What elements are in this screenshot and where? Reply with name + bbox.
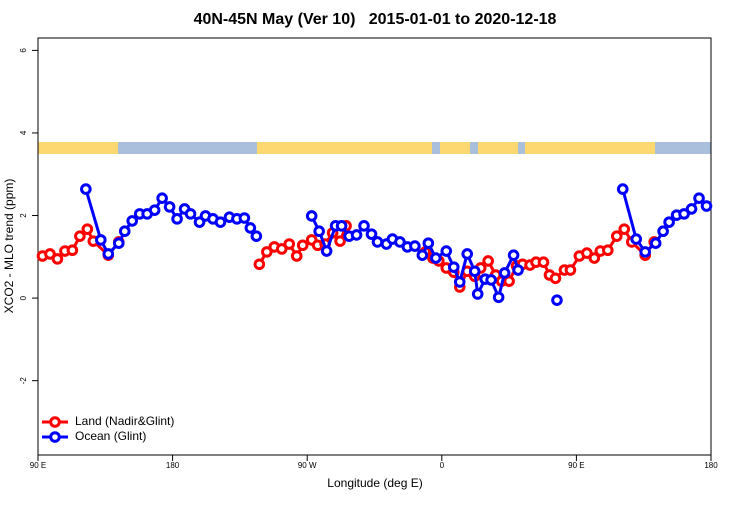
data-point [313,225,325,238]
data-point [503,275,515,287]
data-point [66,244,79,257]
data-point [81,223,94,235]
data-point [700,200,713,212]
chart-title: 40N-45N May (Ver 10) 2015-01-01 to 2020-… [194,11,557,28]
data-point [581,247,593,259]
data-point [112,237,125,249]
data-point [512,264,524,276]
data-point [549,272,562,285]
y-tick-label: 2 [19,213,28,218]
data-point [649,237,662,249]
data-point [409,240,421,252]
data-point [616,183,629,195]
data-point [422,237,435,249]
data-point [663,216,675,228]
x-tick-label: 0 [440,461,445,470]
data-point [214,216,227,228]
data-point [468,265,481,278]
x-tick-label: 180 [704,461,718,470]
data-point [126,215,139,227]
data-point [440,245,453,257]
data-point [693,192,705,204]
data-point [156,192,168,204]
data-point [685,203,698,215]
data-point [95,234,107,246]
data-point [102,248,115,260]
data-point [51,253,64,265]
land-band [525,142,655,154]
land-ocean-strip [38,142,711,154]
y-axis-label: XCO2 - MLO trend (ppm) [2,179,16,314]
x-tick-label: 90 E [568,461,584,470]
y-tick-label: -2 [19,377,28,385]
x-tick-label: 90 W [298,461,317,470]
legend-label: Ocean (Glint) [75,429,146,443]
data-point [394,236,406,248]
y-tick-label: 4 [19,130,28,135]
data-point [261,246,273,258]
data-point [250,230,263,242]
data-point [639,246,651,258]
data-point [184,208,197,220]
plot-frame [37,37,712,456]
data-point [296,239,309,252]
data-point [371,236,384,248]
land-band [478,142,518,154]
data-point [564,264,577,276]
data-point [118,225,131,238]
data-point [657,225,669,238]
data-point [358,220,370,232]
data-point [507,249,520,261]
data-point [678,208,690,220]
data-point [171,213,183,225]
data-point [485,274,497,286]
data-point [334,235,346,247]
data-point [305,210,318,222]
data-point [430,252,442,264]
data-point [244,222,257,234]
data-point [610,230,623,242]
data-point [290,250,303,262]
data-point [44,248,56,260]
legend-label: Land (Nadir&Glint) [75,414,174,428]
data-point [551,294,563,306]
land-band [38,142,118,154]
data-point [148,204,161,216]
data-point [320,245,333,257]
legend-marker [49,416,61,428]
data-point [80,183,92,195]
data-point [283,238,296,250]
x-axis-label: Longitude (deg E) [327,476,422,490]
data-point [602,244,614,257]
data-point [588,252,601,264]
y-tick-label: 0 [19,295,28,300]
data-point [537,256,550,268]
data-point [335,220,348,232]
data-point [482,255,494,267]
data-point [471,288,484,300]
data-point [275,243,288,255]
legend-marker [49,431,61,443]
data-point [416,249,429,261]
data-point [350,229,363,241]
x-tick-label: 180 [166,461,180,470]
data-point [253,258,266,271]
land-band [440,142,470,154]
y-tick-label: 6 [19,48,28,53]
data-point [453,276,466,288]
data-point [492,291,505,304]
data-point [630,233,643,245]
data-point [365,228,378,240]
data-point [498,267,511,279]
data-point [74,230,86,242]
data-point [163,201,176,213]
land-band [257,142,432,154]
data-point [461,248,474,260]
data-point [618,223,631,235]
x-tick-label: 90 E [30,461,46,470]
data-point [238,212,251,224]
data-point [447,261,460,273]
